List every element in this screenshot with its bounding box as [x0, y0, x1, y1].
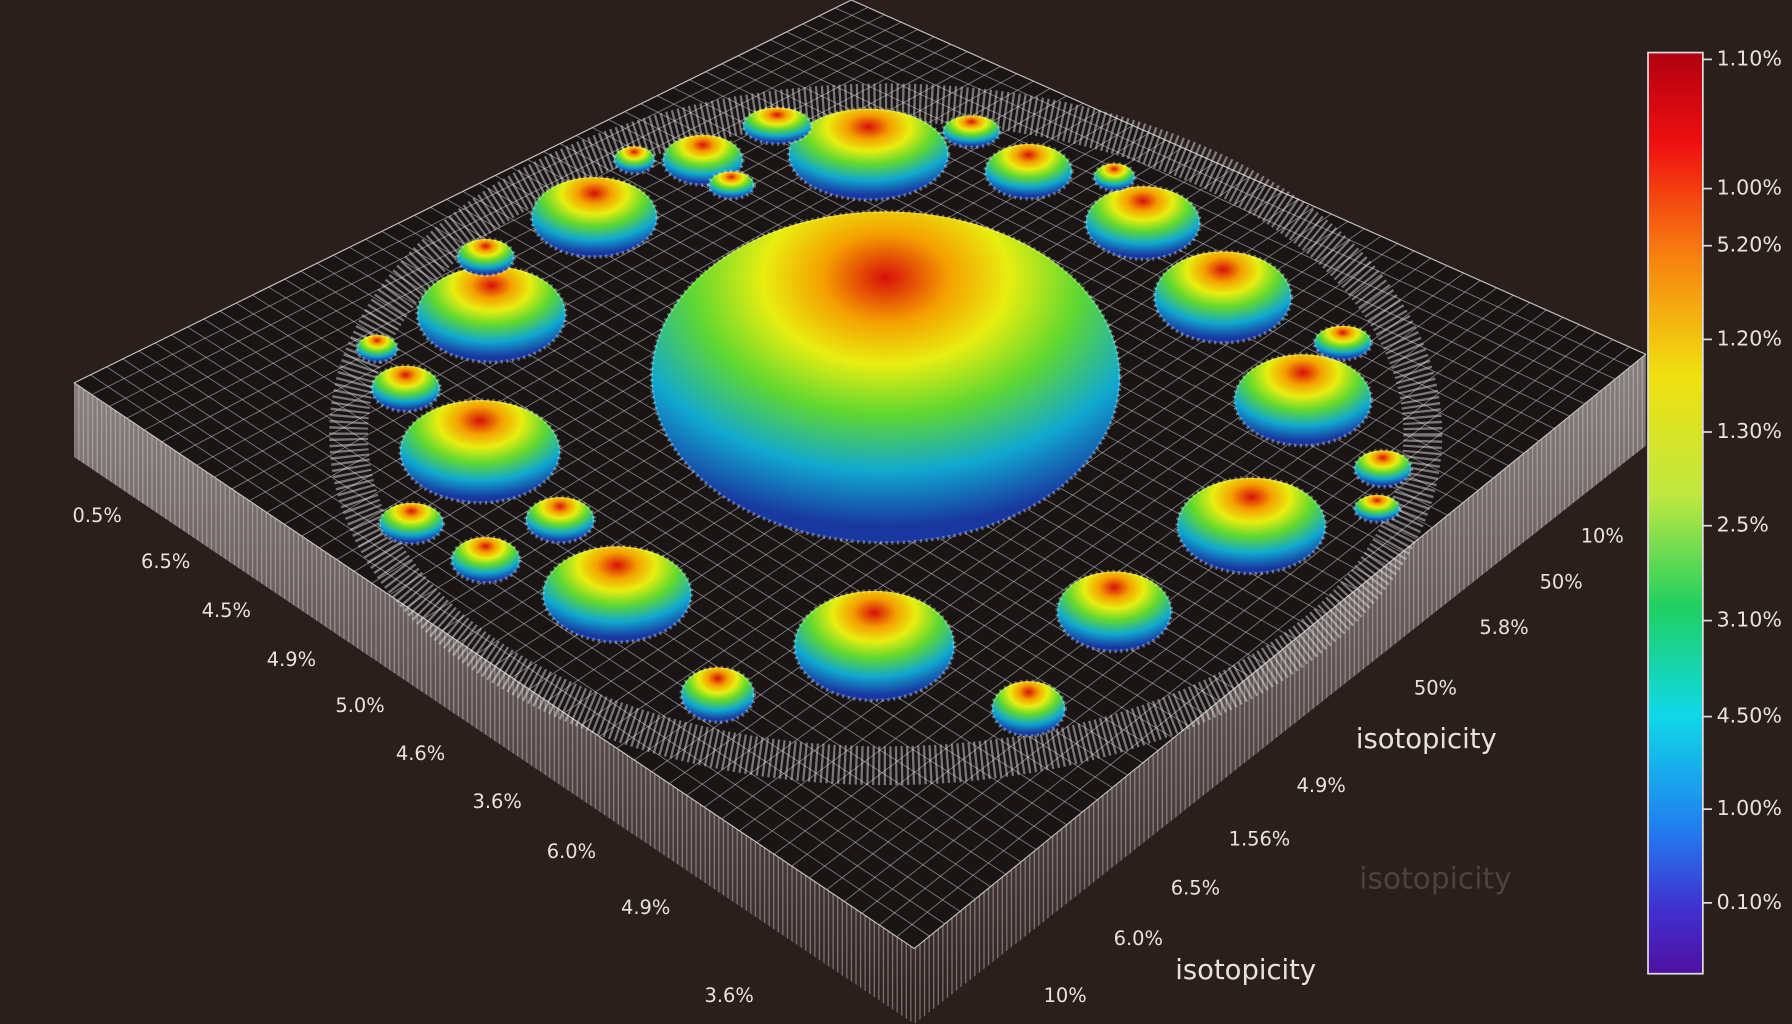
right-wall-texture	[914, 354, 1646, 1024]
peak	[741, 105, 814, 146]
axis-title: isotopicity	[1175, 955, 1316, 986]
left-axis-label: 6.0%	[547, 840, 596, 863]
peak	[1232, 352, 1374, 448]
left-axis-label: 0.5%	[72, 504, 121, 527]
grid-line	[913, 353, 1647, 949]
grid-line	[844, 324, 1580, 902]
peak	[611, 144, 657, 176]
peak	[706, 169, 756, 201]
colorbar-label: 0.10%	[1717, 890, 1782, 914]
right-axis-label: 10%	[1044, 984, 1087, 1007]
left-axis-label: 6.5%	[141, 550, 190, 573]
peak	[1312, 324, 1374, 362]
axis-title-faded: isotopicity	[1359, 862, 1512, 897]
colorbar-label: 5.20%	[1717, 233, 1782, 257]
peak	[786, 106, 951, 202]
left-wall-texture	[74, 382, 915, 1024]
left-axis-label: 3.6%	[704, 984, 753, 1007]
peak	[524, 495, 596, 545]
right-axis-label: 10%	[1581, 525, 1624, 548]
peak	[1175, 475, 1328, 576]
left-axis-label: 4.9%	[621, 896, 670, 919]
colorbar-label: 1.30%	[1717, 419, 1782, 443]
colorbar-label: 3.10%	[1717, 608, 1782, 632]
grid-line	[818, 15, 1616, 380]
right-axis-label: 50%	[1414, 677, 1457, 700]
colorbar	[1647, 51, 1704, 975]
colorbar-label: 1.20%	[1717, 326, 1782, 350]
grid-line	[826, 317, 1564, 891]
grid-line	[835, 7, 1631, 368]
axis-title: isotopicity	[1356, 724, 1497, 755]
peak	[1352, 493, 1402, 524]
left-axis-label: 4.9%	[267, 648, 316, 671]
peak	[990, 679, 1067, 738]
colorbar-label: 1.00%	[1717, 796, 1782, 820]
peak	[941, 113, 1002, 150]
peak	[415, 264, 568, 364]
left-axis-label: 4.6%	[396, 742, 445, 765]
grid-line	[802, 23, 1601, 392]
peak	[369, 364, 442, 414]
colorbar-label: 1.00%	[1717, 176, 1782, 200]
left-axis-label: 3.6%	[472, 790, 521, 813]
peak	[1092, 161, 1137, 193]
right-axis-label: 6.5%	[1171, 877, 1220, 900]
peak	[792, 589, 956, 703]
peak	[983, 142, 1074, 201]
peak	[1152, 249, 1294, 345]
grid-line	[851, 0, 1646, 355]
colorbar-label: 2.5%	[1717, 513, 1769, 537]
peak	[377, 501, 446, 546]
peak	[649, 209, 1122, 545]
peak	[449, 535, 522, 585]
grid-line	[791, 302, 1531, 867]
peak	[679, 665, 756, 724]
right-axis-label: 1.56%	[1229, 828, 1291, 851]
peak	[541, 544, 694, 644]
peak	[529, 175, 659, 259]
peak	[1084, 184, 1202, 262]
grid-line	[774, 294, 1514, 855]
grid-line	[861, 331, 1597, 914]
peaks	[354, 105, 1414, 738]
peak	[1055, 569, 1174, 654]
peak	[398, 398, 562, 505]
left-axis-label: 5.0%	[335, 694, 384, 717]
peak	[455, 237, 516, 278]
peak	[354, 333, 400, 364]
grid-line	[896, 346, 1630, 938]
grid-line	[879, 339, 1613, 926]
grid-line	[809, 309, 1547, 879]
left-axis-label: 4.5%	[202, 599, 251, 622]
colorbar-label: 4.50%	[1717, 704, 1782, 728]
colorbar-label: 1.10%	[1717, 46, 1782, 70]
right-axis-label: 6.0%	[1114, 927, 1163, 950]
right-axis-label: 5.8%	[1479, 616, 1528, 639]
speckle-ring	[329, 83, 1443, 786]
right-axis-label: 4.9%	[1296, 774, 1345, 797]
right-axis-label: 50%	[1540, 570, 1583, 593]
labels: 0.5% 6.5% 4.5% 4.9% 5.0% 4.6% 3.6% 6.0% 4.9% 3.6%…	[72, 46, 1781, 1007]
peak	[1352, 448, 1414, 489]
